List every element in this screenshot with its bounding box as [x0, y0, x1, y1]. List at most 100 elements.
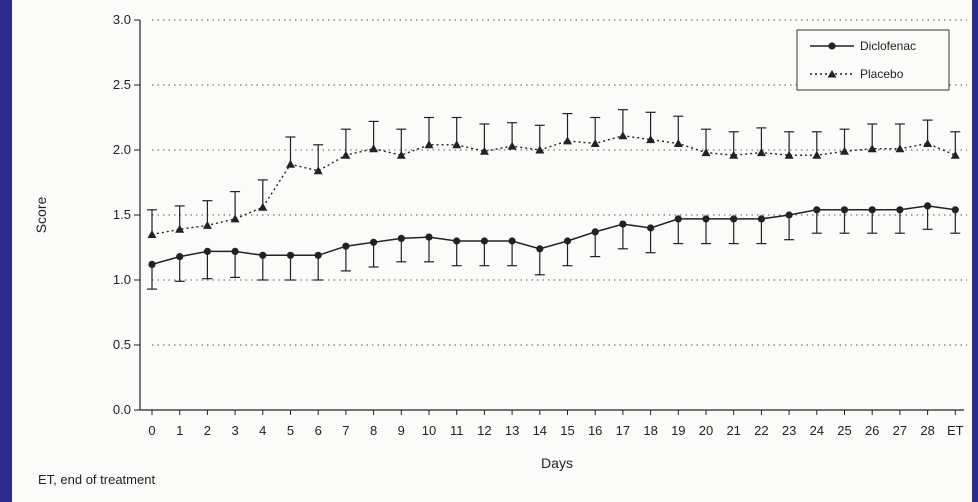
- y-tick-label: 3.0: [113, 12, 131, 27]
- placebo-point: [840, 146, 849, 155]
- diclofenac-point: [480, 237, 488, 245]
- x-tick-label: 23: [782, 423, 796, 438]
- placebo-line: [151, 134, 956, 236]
- x-tick-label: 13: [505, 423, 519, 438]
- placebo-point: [286, 159, 295, 168]
- x-tick-label: 1: [176, 423, 183, 438]
- y-tick-label: 0.5: [113, 337, 131, 352]
- placebo-point: [147, 230, 157, 238]
- placebo-point: [646, 135, 656, 144]
- placebo-point: [507, 141, 517, 150]
- x-tick-label: 7: [342, 423, 349, 438]
- placebo-point: [729, 150, 739, 159]
- y-tick-label: 0.0: [113, 402, 131, 417]
- x-tick-label: 16: [588, 423, 602, 438]
- placebo-point: [950, 150, 960, 159]
- tick-labels: 0.00.51.01.52.02.53.00 1 2 3 4 5 6 7 8 9 10 11 12 13 1…: [113, 12, 964, 438]
- x-tick-label: 2: [204, 423, 211, 438]
- x-tick-label: 10: [422, 423, 436, 438]
- chart-panel: 0.0 0.5 1.0 1.5 2.0 2.5 3.0 0 1 2 3 4 5 6 7 8 9 10 11 12 13 1…: [12, 0, 972, 502]
- placebo-point: [175, 224, 185, 233]
- y-tick-label: 1.5: [113, 207, 131, 222]
- placebo-point: [590, 139, 600, 147]
- y-tick-label: 2.0: [113, 142, 131, 157]
- x-tick-label: 0: [148, 423, 155, 438]
- placebo-point: [756, 148, 766, 157]
- y-tick-label: 1.0: [113, 272, 131, 287]
- diclofenac-point: [896, 206, 904, 214]
- placebo-point: [701, 148, 711, 157]
- x-tick-label: 3: [231, 423, 238, 438]
- legend-placebo-marker: [827, 70, 837, 78]
- diclofenac-point: [508, 237, 516, 245]
- placebo-point: [396, 150, 406, 159]
- diclofenac-point: [674, 215, 682, 223]
- x-tick-label: 15: [560, 423, 574, 438]
- diclofenac-point: [397, 234, 405, 242]
- footnote: ET, end of treatment: [38, 472, 156, 487]
- x-tick-label: 28: [920, 423, 934, 438]
- placebo-point: [673, 139, 683, 147]
- x-tick-label: 4: [259, 423, 266, 438]
- legend-diclofenac-label: Diclofenac: [860, 39, 916, 53]
- diclofenac-point: [148, 260, 156, 268]
- diclofenac-point: [563, 237, 572, 245]
- legend: Diclofenac Placebo: [796, 29, 950, 91]
- diclofenac-point: [730, 215, 738, 223]
- diclofenac-point: [342, 242, 350, 250]
- placebo-point: [895, 144, 905, 153]
- x-tick-label: 21: [726, 423, 740, 438]
- x-tick-label: 12: [477, 423, 491, 438]
- x-tick-label: ET: [947, 423, 964, 438]
- diclofenac-point: [619, 220, 627, 228]
- placebo-point: [258, 202, 268, 211]
- diclofenac-point: [453, 237, 461, 245]
- x-tick-label: 17: [616, 423, 630, 438]
- placebo-point: [313, 166, 323, 175]
- diclofenac-point: [231, 247, 239, 255]
- diclofenac-point: [259, 251, 267, 259]
- diclofenac-point: [813, 206, 821, 214]
- x-tick-label: 25: [837, 423, 851, 438]
- line-chart: 0.00.51.01.52.02.53.00 1 2 3 4 5 6 7 8 9 10 11 12 13 1…: [33, 12, 967, 471]
- x-tick-label: 20: [699, 423, 713, 438]
- diclofenac-point: [951, 206, 959, 214]
- x-tick-label: 6: [315, 423, 322, 438]
- series-layer: [147, 109, 961, 290]
- diclofenac-point: [286, 251, 295, 259]
- x-tick-label: 14: [533, 423, 547, 438]
- diclofenac-point: [702, 215, 710, 223]
- diclofenac-point: [176, 253, 184, 261]
- placebo-point: [563, 136, 572, 145]
- legend-placebo-label: Placebo: [860, 67, 904, 81]
- placebo-point: [202, 220, 212, 229]
- placebo-point: [535, 145, 545, 154]
- diclofenac-point: [924, 202, 932, 210]
- placebo-point: [230, 214, 240, 223]
- placebo-point: [812, 150, 822, 159]
- x-tick-label: 24: [810, 423, 824, 438]
- diclofenac-point: [868, 206, 876, 214]
- x-tick-label: 9: [398, 423, 405, 438]
- legend-box: [796, 29, 950, 91]
- legend-diclofenac-marker: [828, 42, 836, 50]
- x-tick-label: 27: [893, 423, 907, 438]
- placebo-point: [479, 146, 489, 155]
- y-axis-title: Score: [33, 197, 49, 234]
- x-axis-title: Days: [541, 455, 573, 471]
- diclofenac-point: [591, 228, 599, 236]
- diclofenac-point: [370, 238, 378, 246]
- placebo-point: [618, 131, 628, 140]
- diclofenac-point: [314, 251, 322, 259]
- diclofenac-point: [647, 224, 655, 232]
- y-tick-label: 2.5: [113, 77, 131, 92]
- diclofenac-point: [425, 233, 433, 241]
- gridlines: [152, 19, 967, 346]
- placebo-point: [341, 150, 351, 159]
- placebo-point: [424, 140, 434, 149]
- placebo-point: [369, 144, 379, 153]
- x-tick-label: 11: [450, 423, 464, 438]
- x-tick-label: 8: [370, 423, 377, 438]
- x-tick-label: 19: [671, 423, 685, 438]
- x-tick-label: 22: [754, 423, 768, 438]
